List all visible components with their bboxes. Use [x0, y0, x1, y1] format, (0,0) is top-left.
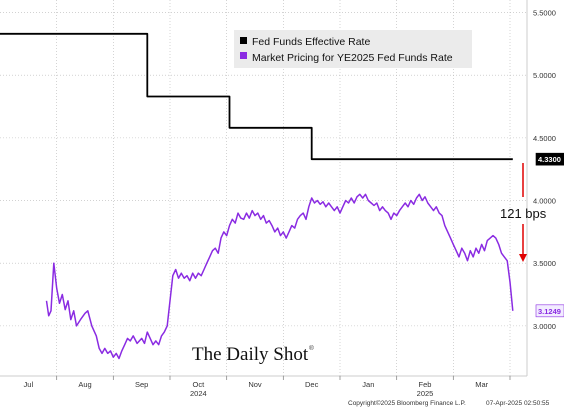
y-tick-label: 5.5000 [533, 9, 556, 18]
legend-swatch [240, 37, 247, 44]
x-year-label: 2025 [417, 389, 434, 398]
timestamp-text: 07-Apr-2025 02:50:55 [486, 400, 550, 407]
x-tick-label: Feb [419, 380, 432, 389]
last-value-label: 4.3300 [538, 155, 561, 164]
x-tick-label: Jul [24, 380, 34, 389]
x-axis: Jul Aug Sep Oct Nov Dec Jan Feb Mar 2024 2025 [24, 376, 511, 398]
last-value-tag [535, 304, 564, 318]
annotation-label: 121 bps [500, 206, 547, 221]
y-tick-label: 4.0000 [533, 197, 556, 206]
x-tick-label: Sep [135, 380, 148, 389]
legend: Fed Funds Effective Rate Market Pricing … [234, 30, 472, 68]
series-line-0 [0, 32, 513, 161]
x-year-label: 2024 [190, 389, 207, 398]
y-tick-label: 5.0000 [533, 71, 556, 80]
legend-label: Fed Funds Effective Rate [252, 36, 370, 48]
x-tick-label: Mar [475, 380, 488, 389]
series-line-1 [45, 193, 514, 360]
copyright-text: Copyright©2025 Bloomberg Finance L.P. [348, 399, 466, 407]
watermark-registered-mark: ® [309, 344, 314, 352]
y-tick-label: 3.0000 [533, 322, 556, 331]
annotation: 121 bps [500, 163, 547, 262]
legend-swatch [240, 52, 247, 59]
watermark: The Daily Shot ® [192, 344, 314, 365]
x-tick-label: Oct [192, 380, 205, 389]
last-value-label: 3.1249 [538, 307, 561, 316]
x-tick-label: Jan [362, 380, 374, 389]
legend-label: Market Pricing for YE2025 Fed Funds Rate [252, 52, 453, 64]
last-value-tag [535, 152, 564, 166]
y-tick-label: 4.5000 [533, 134, 556, 143]
x-tick-label: Aug [78, 380, 91, 389]
y-axis: 5.5000 5.0000 4.5000 4.0000 3.5000 3.0000 [533, 9, 556, 331]
last-value-tags: 4.3300 3.1249 [535, 152, 564, 318]
legend-box [234, 30, 472, 68]
grid [0, 0, 527, 376]
footer: Copyright©2025 Bloomberg Finance L.P. 07… [348, 399, 550, 407]
y-tick-label: 3.5000 [533, 259, 556, 268]
x-tick-label: Dec [305, 380, 319, 389]
series-layer [0, 32, 514, 360]
x-tick-label: Nov [248, 380, 262, 389]
watermark-text: The Daily Shot [192, 344, 309, 365]
annotation-arrowhead [519, 254, 527, 262]
